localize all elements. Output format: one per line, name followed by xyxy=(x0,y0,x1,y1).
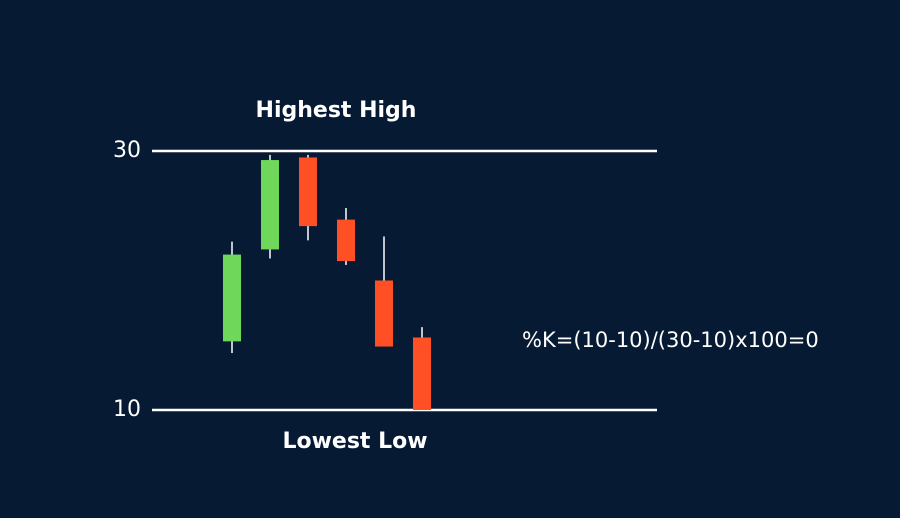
candle-body xyxy=(337,219,355,262)
y-tick-label: 10 xyxy=(113,397,141,422)
candle-body xyxy=(261,160,279,250)
formula: %K=(10-10)/(30-10)x100=0 xyxy=(522,328,819,352)
candle-body xyxy=(375,280,393,347)
candle-body xyxy=(413,337,431,410)
highest-high-label: Highest High xyxy=(256,98,417,123)
lowest-low-label: Lowest Low xyxy=(282,429,427,454)
candle-body xyxy=(299,157,317,227)
y-tick-label: 30 xyxy=(113,138,141,163)
candle-body xyxy=(223,254,241,342)
